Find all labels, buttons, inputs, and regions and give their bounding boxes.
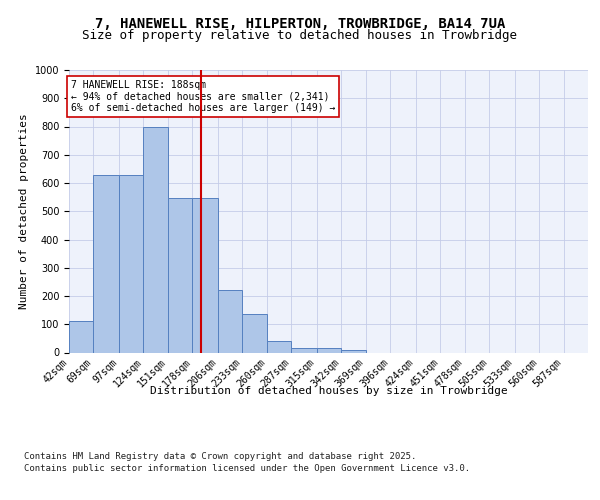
Text: Contains HM Land Registry data © Crown copyright and database right 2025.
Contai: Contains HM Land Registry data © Crown c…	[24, 452, 470, 473]
Bar	[119, 174, 143, 352]
Bar	[267, 340, 291, 352]
Bar	[143, 126, 168, 352]
Bar	[341, 350, 366, 352]
Bar	[218, 290, 242, 352]
Text: Distribution of detached houses by size in Trowbridge: Distribution of detached houses by size …	[150, 386, 508, 396]
Text: 7, HANEWELL RISE, HILPERTON, TROWBRIDGE, BA14 7UA: 7, HANEWELL RISE, HILPERTON, TROWBRIDGE,…	[95, 17, 505, 31]
Bar	[69, 322, 94, 352]
Y-axis label: Number of detached properties: Number of detached properties	[19, 114, 29, 309]
Bar	[317, 348, 341, 352]
Bar	[242, 314, 267, 352]
Text: Size of property relative to detached houses in Trowbridge: Size of property relative to detached ho…	[83, 28, 517, 42]
Bar	[291, 348, 317, 352]
Bar	[168, 198, 193, 352]
Bar	[193, 198, 218, 352]
Bar	[94, 174, 119, 352]
Text: 7 HANEWELL RISE: 188sqm
← 94% of detached houses are smaller (2,341)
6% of semi-: 7 HANEWELL RISE: 188sqm ← 94% of detache…	[71, 80, 335, 113]
